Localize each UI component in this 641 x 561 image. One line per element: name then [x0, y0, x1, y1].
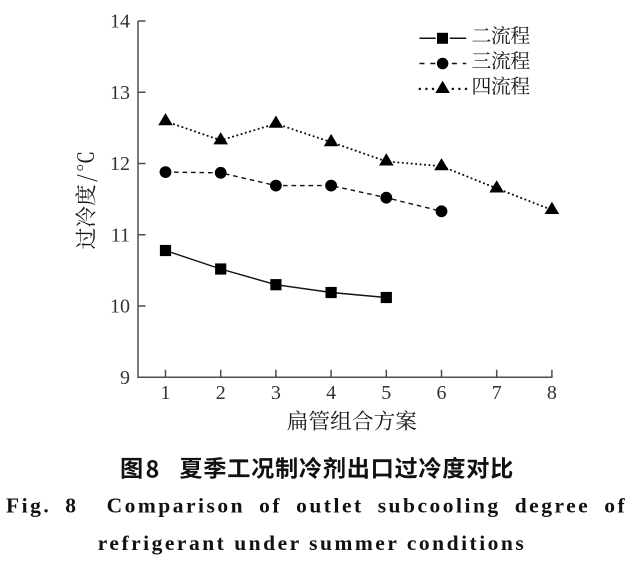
svg-text:13: 13 — [110, 82, 130, 104]
svg-text:Fig. 8 Comparison of outlet s: Fig. 8 Comparison of outlet subcooling d… — [6, 494, 627, 518]
svg-text:11: 11 — [111, 224, 130, 246]
svg-text:7: 7 — [492, 382, 502, 404]
svg-text:refrigerant under summer condi: refrigerant under summer conditions — [98, 531, 527, 555]
svg-text:12: 12 — [110, 153, 130, 175]
svg-text:10: 10 — [110, 296, 130, 318]
svg-text:4: 4 — [326, 382, 336, 404]
svg-text:2: 2 — [216, 382, 226, 404]
svg-text:5: 5 — [381, 382, 391, 404]
svg-text:6: 6 — [437, 382, 447, 404]
svg-text:14: 14 — [110, 11, 130, 33]
svg-text:3: 3 — [271, 382, 281, 404]
svg-text:9: 9 — [120, 367, 130, 389]
svg-text:1: 1 — [161, 382, 171, 404]
svg-text:8: 8 — [547, 382, 557, 404]
